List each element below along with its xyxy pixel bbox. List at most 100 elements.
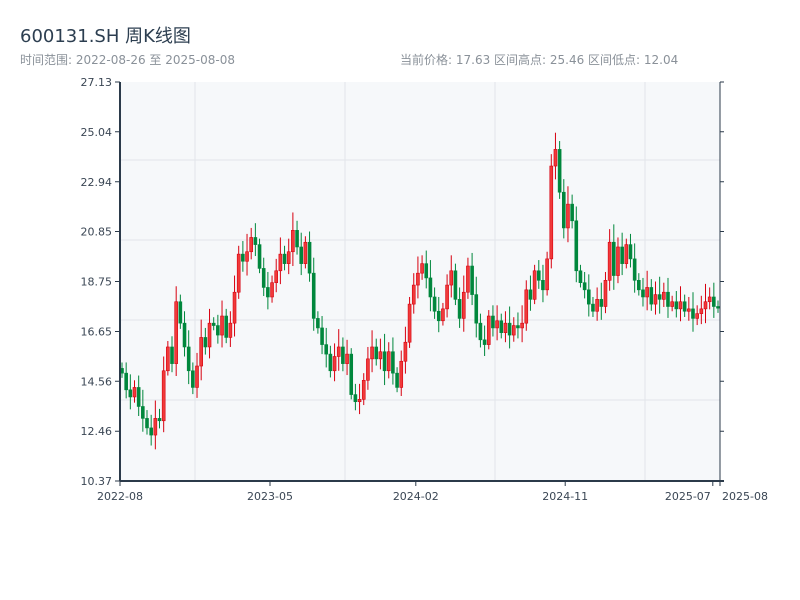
y-tick-label: 12.46 bbox=[81, 425, 113, 438]
candle-down bbox=[395, 372, 399, 388]
candle-down bbox=[453, 270, 458, 300]
candle-up bbox=[291, 230, 295, 253]
y-tick-label: 10.37 bbox=[81, 475, 113, 488]
candle-up bbox=[366, 358, 370, 381]
y-tick-label: 27.13 bbox=[81, 76, 113, 89]
candle-down bbox=[561, 191, 566, 229]
chart-title: 600131.SH 周K线图 bbox=[20, 26, 191, 47]
candle-down bbox=[586, 289, 591, 305]
candle-up bbox=[553, 149, 558, 167]
candle-down bbox=[436, 310, 441, 322]
candle-up bbox=[653, 294, 658, 305]
candle-down bbox=[582, 282, 587, 291]
candle-up bbox=[286, 251, 291, 264]
candle-up bbox=[503, 322, 508, 333]
candle-down bbox=[432, 296, 437, 312]
candle-up bbox=[687, 308, 691, 312]
candle-up bbox=[411, 284, 416, 305]
candle-down bbox=[599, 299, 604, 307]
candle-up bbox=[199, 337, 203, 367]
candle-down bbox=[328, 353, 333, 372]
y-tick-label: 18.75 bbox=[81, 276, 113, 289]
candle-down bbox=[182, 322, 187, 348]
candle-up bbox=[532, 270, 537, 300]
candle-down bbox=[186, 346, 191, 372]
candle-down bbox=[657, 294, 662, 300]
candle-down bbox=[224, 315, 228, 338]
x-tick-label: 2024-11 bbox=[542, 490, 588, 503]
candle-up bbox=[232, 291, 237, 324]
candle-down bbox=[282, 253, 287, 264]
candle-up bbox=[566, 203, 570, 229]
candle-up bbox=[236, 253, 241, 293]
candle-up bbox=[378, 351, 383, 360]
candle-up bbox=[416, 272, 420, 286]
y-tick-label: 22.94 bbox=[81, 176, 113, 189]
candle-up bbox=[399, 360, 404, 388]
candle-up bbox=[270, 282, 274, 298]
candle-down bbox=[682, 301, 687, 312]
candle-up bbox=[332, 356, 337, 372]
x-tick-label: 2023-05 bbox=[247, 490, 293, 503]
candle-down bbox=[257, 244, 262, 269]
plot-area bbox=[120, 82, 720, 481]
candle-down bbox=[474, 294, 479, 324]
candle-down bbox=[316, 318, 320, 329]
candle-down bbox=[266, 287, 270, 298]
candle-up bbox=[445, 284, 449, 310]
candle-down bbox=[628, 244, 633, 260]
candle-up bbox=[161, 370, 166, 422]
price-stats: 当前价格: 17.63 区间高点: 25.46 区间低点: 12.04 bbox=[400, 53, 679, 67]
candle-up bbox=[616, 246, 620, 276]
candle-up bbox=[466, 265, 470, 293]
candle-up bbox=[407, 303, 412, 343]
candle-down bbox=[374, 346, 379, 360]
candle-down bbox=[191, 370, 195, 388]
candle-down bbox=[253, 237, 258, 245]
candle-up bbox=[699, 308, 704, 314]
candle-up bbox=[228, 322, 233, 338]
candle-down bbox=[216, 325, 220, 336]
candle-up bbox=[195, 365, 199, 388]
candle-down bbox=[149, 427, 153, 436]
candle-down bbox=[428, 277, 433, 298]
candle-up bbox=[645, 287, 649, 298]
candle-down bbox=[516, 325, 520, 329]
candle-up bbox=[441, 308, 445, 322]
candle-down bbox=[499, 320, 504, 333]
x-tick-label: 2025-07 bbox=[665, 490, 711, 503]
candle-down bbox=[241, 253, 245, 262]
candle-down bbox=[457, 299, 462, 319]
candle-up bbox=[174, 301, 178, 364]
candle-down bbox=[341, 346, 345, 364]
candle-up bbox=[595, 299, 599, 312]
candle-up bbox=[420, 263, 424, 274]
candle-down bbox=[574, 220, 579, 272]
candle-down bbox=[591, 303, 595, 312]
candle-up bbox=[166, 346, 170, 372]
candle-up bbox=[662, 291, 666, 300]
candle-up bbox=[495, 320, 499, 329]
candle-down bbox=[557, 149, 562, 193]
candle-up bbox=[345, 353, 349, 364]
candle-down bbox=[311, 272, 316, 319]
candle-up bbox=[678, 301, 683, 310]
candle-down bbox=[570, 203, 574, 222]
candle-down bbox=[261, 268, 266, 288]
candle-down bbox=[632, 258, 637, 281]
candle-down bbox=[124, 372, 128, 391]
candle-down bbox=[307, 241, 312, 274]
time-range: 时间范围: 2022-08-26 至 2025-08-08 bbox=[20, 53, 235, 67]
y-tick-label: 20.85 bbox=[81, 226, 113, 239]
candle-down bbox=[211, 322, 216, 326]
candle-down bbox=[128, 389, 133, 398]
candle-down bbox=[541, 280, 545, 291]
candle-up bbox=[511, 325, 516, 336]
candle-down bbox=[295, 230, 299, 248]
y-tick-label: 14.56 bbox=[81, 375, 113, 388]
candle-up bbox=[132, 387, 137, 398]
candle-down bbox=[666, 291, 670, 307]
candle-up bbox=[624, 244, 629, 264]
candle-down bbox=[141, 406, 145, 419]
